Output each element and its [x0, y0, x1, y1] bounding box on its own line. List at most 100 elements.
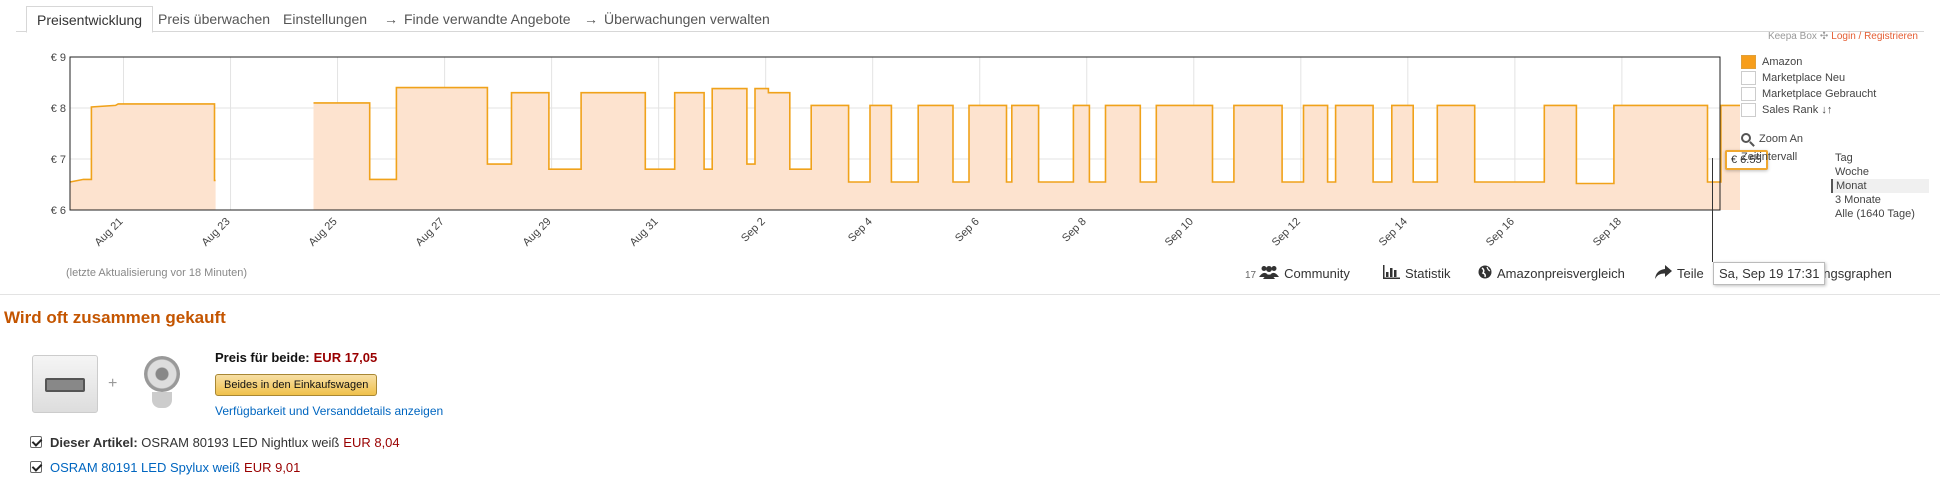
y-tick-label: € 9: [51, 52, 66, 64]
section-divider: [0, 294, 1940, 295]
price-chart[interactable]: € 9 € 8 € 7 € 6 Aug 21 Aug 23 Aug 25 Aug 27 Aug …: [0, 50, 1940, 250]
bar-chart-icon: [1383, 264, 1400, 285]
product-image-detail: [152, 392, 172, 408]
interval-woche[interactable]: Woche: [1835, 166, 1870, 178]
teilen-link-tail[interactable]: ungsgraphen: [1816, 266, 1892, 281]
x-tick-label: Sep 4: [846, 216, 875, 245]
zoom-toggle[interactable]: Zoom An: [1741, 132, 1803, 145]
tab-label: Überwachungen verwalten: [604, 11, 770, 27]
interval-tag[interactable]: Tag: [1835, 152, 1853, 164]
x-tick-label: Aug 31: [628, 216, 661, 249]
teilen-label: Teile: [1677, 266, 1704, 281]
settings-icon[interactable]: ✣: [1819, 31, 1829, 42]
y-tick-label: € 8: [51, 103, 66, 115]
tab-preis-ueberwachen[interactable]: Preis überwachen: [148, 6, 280, 32]
amazon-price-line: [69, 103, 216, 183]
fbt-item-2: OSRAM 80191 LED Spylux weiß EUR 9,01: [30, 460, 300, 476]
share-icon: [1655, 264, 1672, 285]
plus-icon: +: [108, 375, 118, 392]
availability-link[interactable]: Verfügbarkeit und Versanddetails anzeige…: [215, 404, 444, 418]
x-tick-label: Sep 16: [1484, 216, 1517, 249]
statistik-label: Statistik: [1405, 266, 1451, 281]
tab-label: Einstellungen: [283, 11, 368, 27]
keepa-box: Keepa Box ✣ Login / Registrieren: [1768, 31, 1918, 42]
legend-checkbox[interactable]: [1741, 87, 1756, 101]
tab-label: Preis überwachen: [158, 11, 271, 27]
zeitintervall-options: Tag Woche Monat 3 Monate Alle (1640 Tage…: [1831, 151, 1929, 221]
community-link[interactable]: 17 Community: [1245, 264, 1350, 284]
tab-verwandte-angebote[interactable]: → Finde verwandte Angebote: [374, 6, 581, 32]
x-tick-label: Sep 12: [1270, 216, 1303, 249]
teilen-link[interactable]: Teile: [1655, 264, 1704, 284]
legend-label: Sales Rank: [1762, 104, 1819, 116]
tab-ueberwachungen-verwalten[interactable]: → Überwachungen verwalten: [574, 6, 780, 32]
legend-label: Amazon: [1762, 56, 1803, 68]
legend-marketplace-neu[interactable]: Marketplace Neu: [1741, 71, 1876, 87]
amazon-area: [313, 87, 1740, 210]
community-count: 17: [1245, 270, 1257, 281]
interval-alle[interactable]: Alle (1640 Tage): [1835, 208, 1915, 220]
item-name: OSRAM 80193 LED Nightlux weiß: [141, 435, 340, 450]
amazon-area: [70, 103, 216, 210]
arrow-right-icon: →: [384, 11, 398, 27]
globe-icon: [1478, 265, 1492, 285]
legend-sales-rank[interactable]: Sales Rank ↓↑: [1741, 103, 1876, 119]
hover-date-tooltip: Sa, Sep 19 17:31: [1713, 262, 1826, 285]
amazon-price-line: [313, 86, 1740, 185]
x-tick-label: Aug 25: [307, 216, 340, 249]
legend-amazon[interactable]: Amazon: [1741, 55, 1876, 71]
tab-label: Finde verwandte Angebote: [404, 11, 571, 27]
legend-label: Marketplace Neu: [1762, 72, 1846, 84]
tab-einstellungen[interactable]: Einstellungen: [273, 6, 377, 32]
x-tick-label: Sep 18: [1591, 216, 1624, 249]
tab-label: Preisentwicklung: [37, 12, 143, 28]
price-for-both-label: Preis für beide:: [215, 350, 310, 365]
chart-frame: [69, 56, 1721, 211]
price-for-both-value: EUR 17,05: [313, 350, 378, 365]
x-tick-label: Aug 21: [92, 216, 125, 249]
arrow-right-icon: →: [584, 11, 598, 27]
product-image-detail: [144, 356, 180, 392]
interval-3-monate[interactable]: 3 Monate: [1835, 194, 1881, 206]
interval-monat[interactable]: Monat: [1831, 179, 1929, 193]
zoom-label: Zoom An: [1759, 133, 1804, 145]
item-price: EUR 8,04: [343, 435, 400, 450]
x-tick-label: Aug 23: [200, 216, 233, 249]
tab-bar: Preisentwicklung Preis überwachen Einste…: [16, 6, 1924, 33]
y-tick-label: € 7: [51, 154, 66, 166]
item-checkbox[interactable]: [30, 461, 42, 473]
amazonpreisvergleich-label: Amazonpreisvergleich: [1497, 266, 1625, 281]
hover-line: [1712, 158, 1713, 262]
current-price-tooltip: € 6.55: [1725, 150, 1768, 170]
community-label: Community: [1284, 266, 1350, 281]
legend-checkbox[interactable]: [1741, 55, 1756, 69]
fbt-item-1: Dieser Artikel: OSRAM 80193 LED Nightlux…: [30, 435, 400, 451]
users-icon: [1259, 265, 1280, 285]
product-image-nightlux[interactable]: [32, 355, 98, 413]
tab-preisentwicklung[interactable]: Preisentwicklung: [26, 6, 154, 33]
legend-marketplace-gebraucht[interactable]: Marketplace Gebraucht: [1741, 87, 1876, 103]
login-link[interactable]: Login / Registrieren: [1831, 31, 1918, 42]
legend-label: Marketplace Gebraucht: [1762, 88, 1877, 100]
legend-checkbox[interactable]: [1741, 71, 1756, 85]
chart-legend: Amazon Marketplace Neu Marketplace Gebra…: [1741, 55, 1876, 119]
x-tick-label: Sep 10: [1163, 216, 1196, 249]
item-name-link[interactable]: OSRAM 80191 LED Spylux weiß: [50, 460, 241, 475]
product-image-spylux[interactable]: [138, 352, 186, 412]
x-tick-label: Sep 14: [1377, 216, 1410, 249]
statistik-link[interactable]: Statistik: [1383, 264, 1451, 284]
price-for-both: Preis für beide: EUR 17,05: [215, 350, 377, 365]
x-tick-label: Aug 27: [414, 216, 447, 249]
last-update-text: (letzte Aktualisierung vor 18 Minuten): [66, 267, 247, 279]
item-price: EUR 9,01: [244, 460, 301, 475]
price-chart-svg[interactable]: € 9 € 8 € 7 € 6 Aug 21 Aug 23 Aug 25 Aug 27 Aug …: [0, 50, 1740, 250]
zeitintervall-label: Zeitintervall: [1741, 151, 1798, 163]
amazonpreisvergleich-link[interactable]: Amazonpreisvergleich: [1478, 264, 1625, 284]
add-both-to-cart-button[interactable]: Beides in den Einkaufswagen: [215, 374, 378, 396]
x-tick-label: Sep 6: [953, 216, 982, 245]
x-tick-label: Sep 8: [1060, 216, 1089, 245]
legend-checkbox[interactable]: [1741, 103, 1756, 117]
search-icon: [1741, 133, 1751, 143]
item-checkbox[interactable]: [30, 436, 42, 448]
x-tick-label: Aug 29: [521, 216, 554, 249]
